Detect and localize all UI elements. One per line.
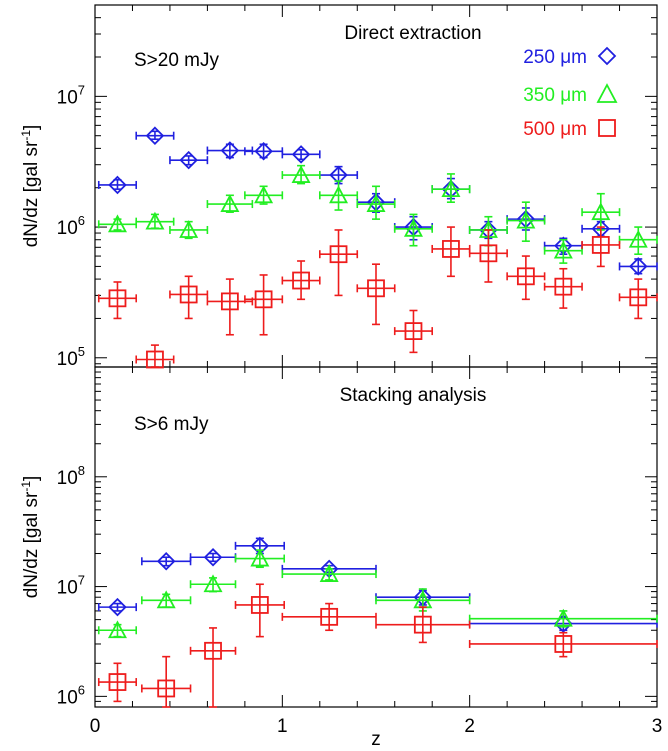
- data-point-350: [543, 238, 583, 264]
- data-point-250: [135, 126, 175, 145]
- y-tick-label: 108: [57, 463, 85, 489]
- legend-label-350: 350 μm: [523, 85, 587, 106]
- y-tick-label: 107: [57, 573, 85, 599]
- data-point-350: [169, 220, 209, 240]
- legend-marker-250: [597, 46, 617, 66]
- data-point-350: [318, 180, 359, 211]
- y-tick-label: 106: [57, 682, 85, 708]
- data-marks: [97, 126, 658, 708]
- data-point-250: [244, 142, 284, 161]
- data-point-500: [543, 267, 583, 309]
- y-tick-label: 107: [57, 82, 85, 108]
- data-point-500: [318, 229, 359, 297]
- data-point-500: [206, 278, 254, 336]
- y-tick-label: 105: [57, 344, 85, 370]
- data-point-350: [431, 173, 471, 203]
- data-point-350: [206, 194, 254, 213]
- data-point-500: [375, 606, 471, 644]
- data-point-500: [281, 602, 377, 632]
- data-point-500: [97, 662, 138, 703]
- data-point-500: [393, 309, 434, 354]
- data-point-350: [393, 213, 434, 247]
- legend-label-500: 500 μm: [523, 119, 587, 140]
- bottom-panel-frame: [94, 366, 658, 708]
- data-point-350: [97, 620, 138, 639]
- data-point-350: [506, 201, 546, 242]
- data-point-250: [97, 597, 138, 617]
- data-point-350: [581, 192, 621, 231]
- legend-marker-350: [596, 83, 618, 103]
- bottom-panel-threshold: S>6 mJy: [134, 414, 209, 435]
- data-point-500: [281, 260, 321, 301]
- x-tick-label: 1: [277, 716, 288, 737]
- data-point-350: [618, 226, 658, 256]
- top-y-axis-label: dN/dz [gal sr-1]: [19, 125, 42, 248]
- data-point-250: [97, 175, 138, 195]
- y-tick-label: 106: [57, 213, 85, 239]
- data-point-350: [135, 211, 175, 230]
- data-point-500: [581, 226, 621, 268]
- x-tick-label: 0: [90, 716, 101, 737]
- data-point-500: [356, 263, 396, 326]
- x-tick-label: 2: [464, 716, 475, 737]
- bottom-y-axis-label: dN/dz [gal sr-1]: [19, 476, 42, 599]
- legend-label-250: 250 μm: [523, 47, 587, 68]
- x-axis-label: z: [371, 729, 381, 750]
- x-tick-label: 3: [652, 716, 663, 737]
- data-point-500: [141, 655, 192, 708]
- data-point-500: [431, 226, 471, 278]
- legend-marker-500: [598, 119, 616, 137]
- data-point-500: [234, 583, 286, 638]
- data-point-250: [281, 145, 321, 164]
- data-point-250: [141, 552, 192, 571]
- data-point-500: [506, 255, 546, 301]
- data-point-500: [135, 344, 175, 369]
- data-point-350: [141, 590, 192, 609]
- data-point-500: [97, 281, 138, 320]
- data-point-500: [468, 631, 658, 658]
- data-point-500: [189, 627, 237, 708]
- top-panel-title: Direct extraction: [344, 23, 481, 44]
- data-point-250: [169, 150, 209, 170]
- data-point-350: [244, 185, 284, 205]
- data-point-350: [281, 164, 321, 185]
- data-point-350: [356, 185, 396, 220]
- data-point-350: [234, 548, 286, 569]
- axis-ticks: 105 106 107 106 107 108 0 1 2 3: [57, 4, 663, 737]
- data-point-250: [189, 547, 237, 567]
- legend: 250 μm 350 μm 500 μm: [523, 46, 618, 140]
- bottom-panel-title: Stacking analysis: [340, 385, 487, 406]
- data-point-350: [189, 574, 237, 593]
- data-point-500: [244, 274, 284, 336]
- data-point-250: [618, 257, 658, 276]
- data-point-500: [169, 275, 209, 320]
- data-point-500: [468, 229, 508, 283]
- data-point-350: [281, 564, 377, 582]
- top-panel-threshold: S>20 mJy: [134, 50, 220, 71]
- data-point-350: [468, 608, 658, 628]
- data-point-350: [97, 214, 138, 233]
- data-point-500: [618, 278, 658, 320]
